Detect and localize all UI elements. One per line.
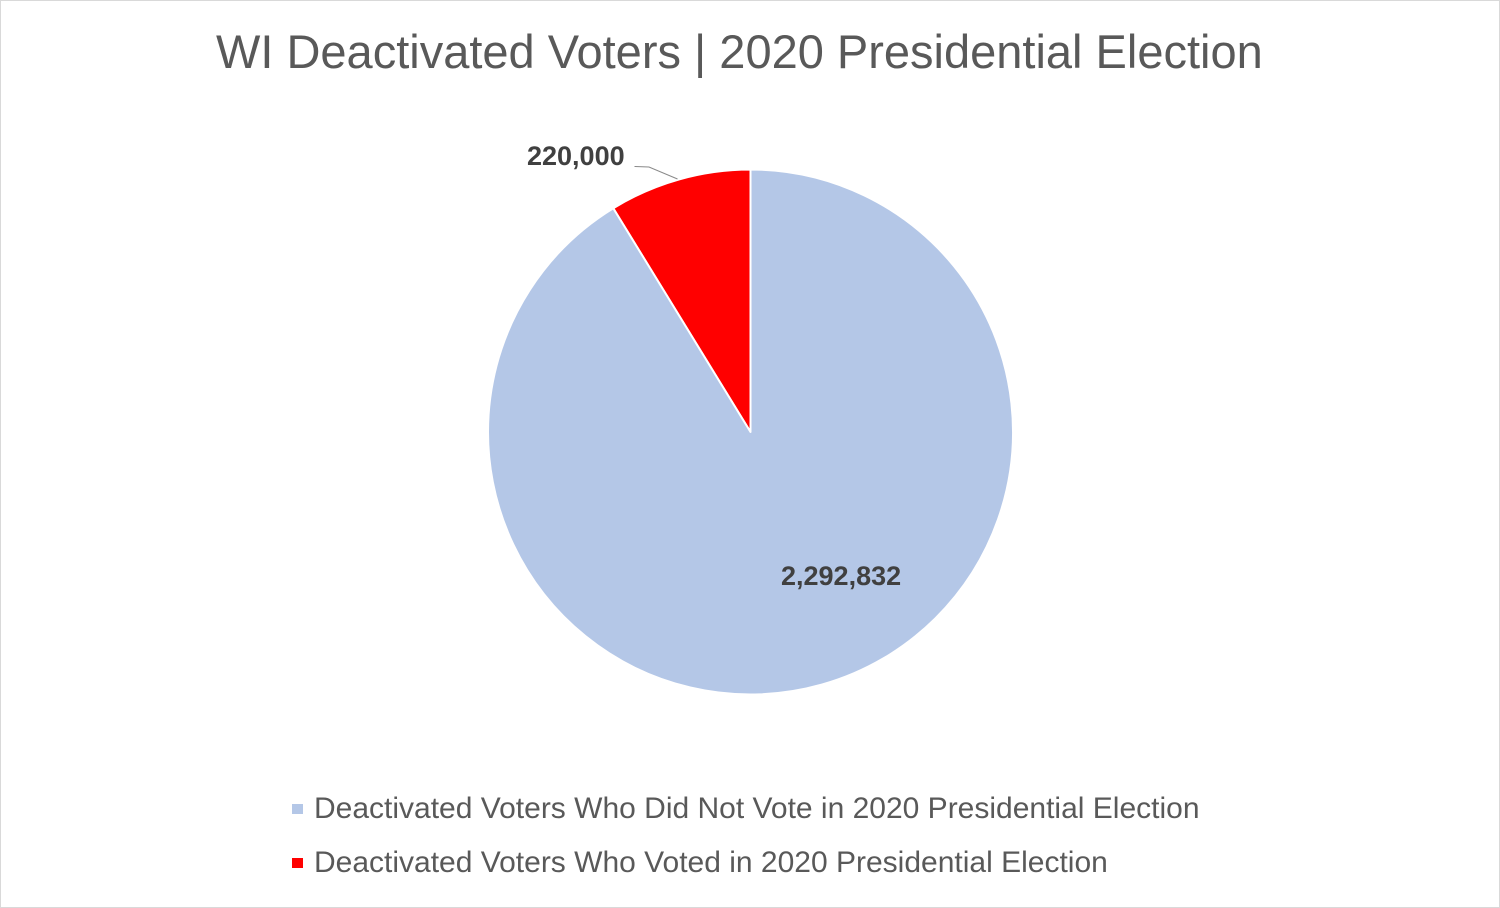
svg-text:220,000: 220,000 (527, 141, 625, 171)
svg-text:2,292,832: 2,292,832 (781, 561, 901, 591)
